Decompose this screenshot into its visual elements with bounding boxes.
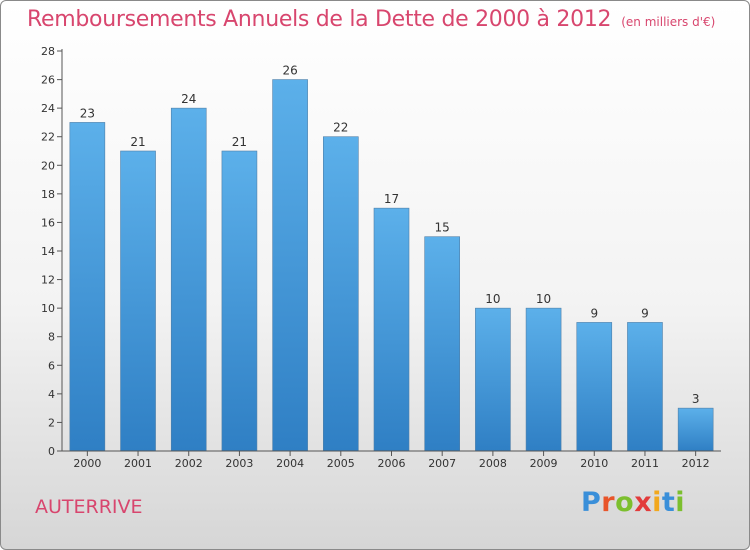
bar[interactable]: [627, 322, 663, 452]
logo-letter: i: [675, 487, 686, 518]
logo-letter: P: [581, 487, 602, 518]
y-tick-label: 2: [48, 416, 55, 429]
y-tick-label: 6: [48, 359, 55, 372]
x-tick-label: 2001: [124, 457, 152, 470]
proxiti-logo[interactable]: Proxiti: [581, 487, 685, 518]
value-label: 26: [282, 64, 297, 78]
value-label: 21: [130, 135, 145, 149]
bar[interactable]: [120, 150, 156, 452]
x-tick-label: 2006: [378, 457, 406, 470]
value-label: 3: [692, 392, 700, 406]
bar[interactable]: [475, 307, 511, 452]
x-tick-label: 2007: [428, 457, 456, 470]
x-tick-label: 2000: [73, 457, 101, 470]
y-tick-label: 22: [41, 131, 55, 144]
y-tick-label: 4: [48, 388, 55, 401]
bar[interactable]: [323, 136, 359, 452]
chart-title: Remboursements Annuels de la Dette de 20…: [27, 7, 715, 32]
x-tick-label: 2011: [631, 457, 659, 470]
value-label: 10: [485, 292, 500, 306]
logo-letter: i: [652, 487, 662, 518]
x-tick-label: 2012: [682, 457, 710, 470]
y-tick-label: 12: [41, 274, 55, 287]
value-label: 22: [333, 121, 348, 135]
bar[interactable]: [221, 150, 258, 452]
y-tick-label: 10: [41, 302, 55, 315]
y-tick-label: 16: [41, 216, 55, 229]
logo-letter: x: [634, 487, 653, 518]
value-label: 15: [435, 221, 450, 235]
logo-letter: r: [601, 487, 616, 518]
logo-letter: t: [661, 487, 676, 518]
x-tick-label: 2010: [580, 457, 608, 470]
value-label: 9: [641, 306, 649, 320]
chart-title-text: Remboursements Annuels de la Dette de 20…: [27, 7, 612, 32]
value-label: 17: [384, 192, 399, 206]
bar[interactable]: [525, 307, 562, 452]
x-tick-label: 2002: [175, 457, 203, 470]
value-label: 10: [536, 292, 551, 306]
y-tick-label: 28: [41, 45, 55, 58]
value-label: 21: [232, 135, 247, 149]
bar[interactable]: [677, 407, 714, 452]
logo-letter: o: [615, 487, 635, 518]
x-tick-label: 2005: [327, 457, 355, 470]
y-tick-label: 24: [41, 102, 55, 115]
value-label: 23: [80, 106, 95, 120]
x-tick-label: 2009: [530, 457, 558, 470]
y-tick-label: 8: [48, 331, 55, 344]
value-label: 9: [590, 306, 598, 320]
y-tick-label: 18: [41, 188, 55, 201]
y-tick-label: 14: [41, 245, 55, 258]
y-tick-label: 0: [48, 445, 55, 458]
bar[interactable]: [69, 122, 106, 452]
bar[interactable]: [170, 107, 207, 452]
x-tick-label: 2003: [225, 457, 253, 470]
chart-subtitle: (en milliers d'€): [621, 15, 716, 29]
bar[interactable]: [576, 322, 613, 452]
bar[interactable]: [424, 236, 460, 452]
bar[interactable]: [373, 207, 410, 452]
x-tick-label: 2004: [276, 457, 304, 470]
bars-group: 23 21 24 21 26 22 17 15 10 10 9 9 3: [69, 64, 714, 452]
y-tick-label: 20: [41, 159, 55, 172]
x-tick-label: 2008: [479, 457, 507, 470]
bar[interactable]: [272, 79, 308, 452]
value-label: 24: [181, 92, 196, 106]
place-name: AUTERRIVE: [35, 496, 143, 518]
y-tick-label: 26: [41, 74, 55, 87]
